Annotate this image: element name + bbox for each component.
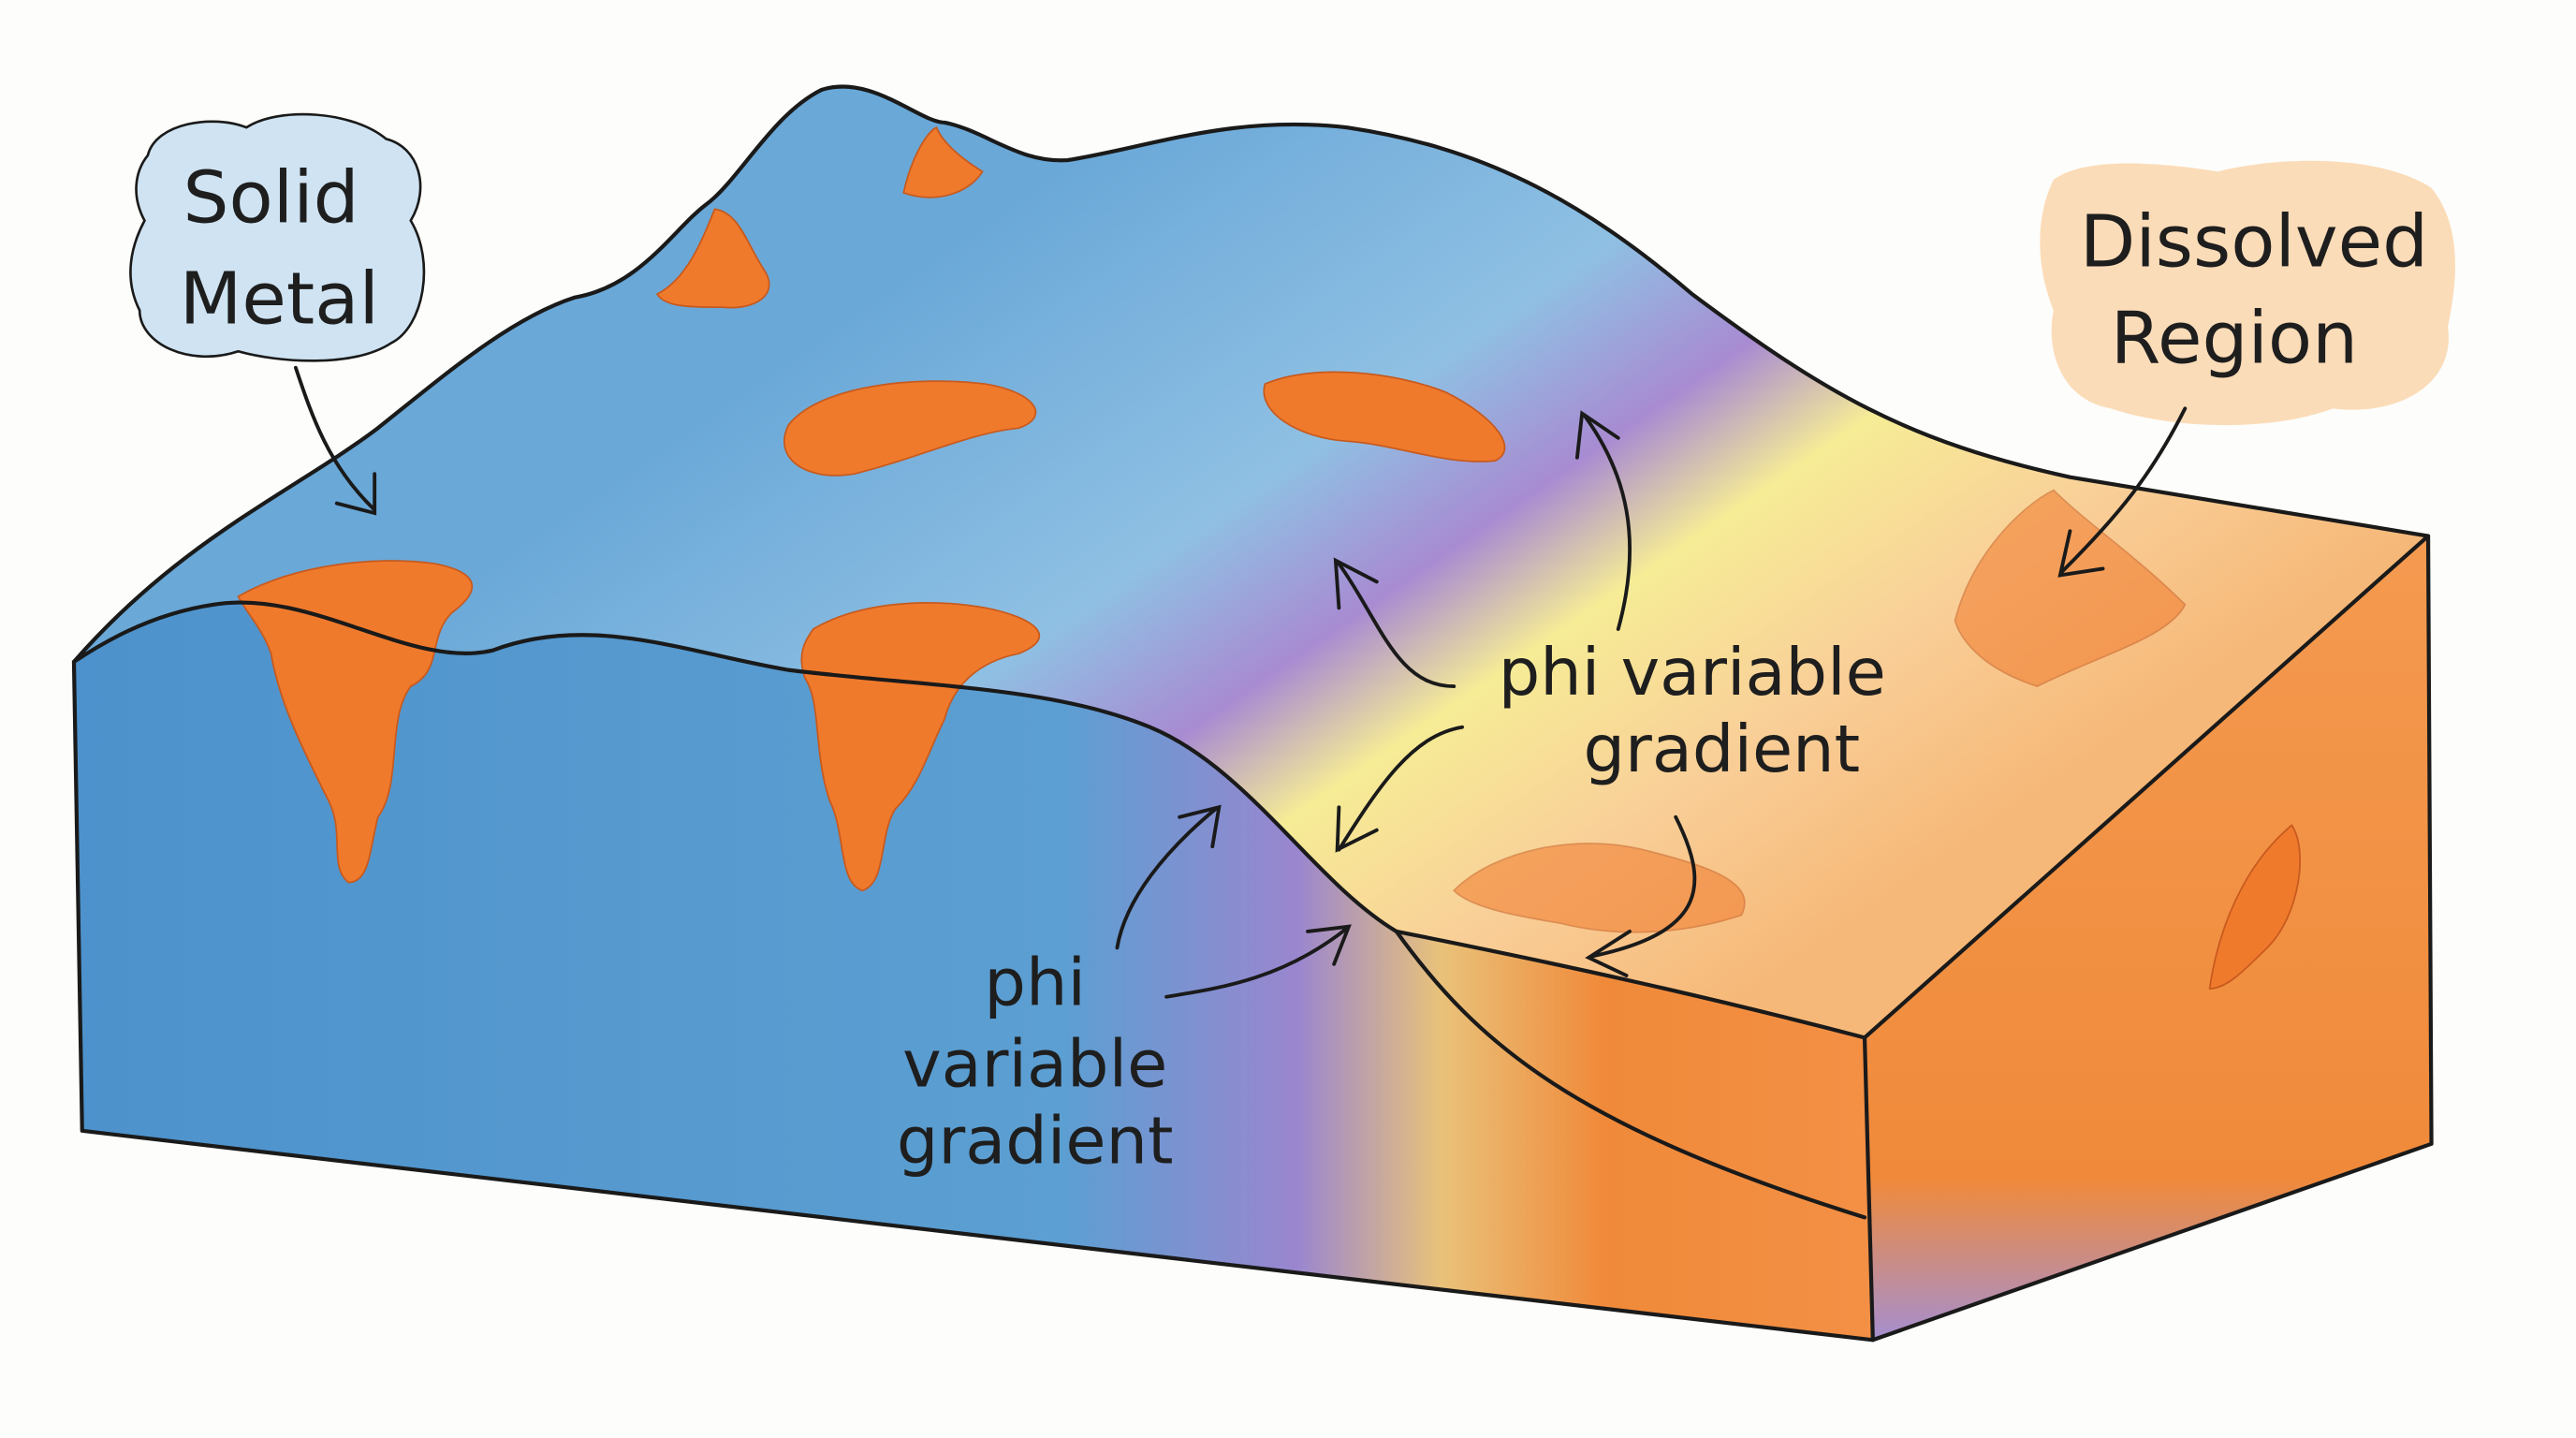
gradient-upper-label-line1: phi variable	[1499, 634, 1886, 711]
dissolved-region-label-line1: Dissolved	[2080, 201, 2428, 285]
pit	[655, 208, 770, 309]
dissolved-region-bubble	[2040, 160, 2455, 426]
front-face	[73, 602, 1873, 1341]
pit	[800, 602, 1041, 892]
top-surface	[73, 86, 2429, 1038]
solid-metal-label-line2: Metal	[180, 258, 379, 342]
gradient-lower-label-line1: phi	[984, 945, 1086, 1021]
gradient-lower-label-line2: variable	[902, 1026, 1167, 1103]
pit	[1453, 843, 1746, 933]
solid-metal-label-line1: Solid	[183, 157, 359, 241]
block-outline	[71, 84, 2434, 1343]
arrow-icon	[1115, 804, 1222, 950]
gradient-callout-lower: phi variable gradient	[897, 804, 1352, 1180]
pit	[1954, 489, 2187, 688]
dissolved-region-callout: Dissolved Region	[2040, 160, 2455, 578]
solid-metal-bubble	[129, 112, 426, 362]
arrow-icon	[293, 365, 377, 516]
arrow-icon	[2057, 406, 2188, 578]
arrow-icon	[1585, 814, 1697, 977]
solid-metal-callout: Solid Metal	[129, 112, 426, 516]
arrow-icon	[1164, 924, 1352, 999]
pit	[237, 560, 474, 884]
gradient-callout-upper: phi variable gradient	[1333, 410, 1886, 977]
pit	[902, 126, 984, 198]
right-face	[1865, 536, 2432, 1341]
pit	[783, 380, 1037, 477]
corrosion-pits	[237, 126, 2301, 990]
pit	[1263, 371, 1506, 462]
pit	[2208, 824, 2301, 990]
gradient-upper-label-line2: gradient	[1584, 711, 1861, 787]
dissolved-region-label-line2: Region	[2111, 298, 2358, 381]
arrow-icon	[1574, 410, 1632, 631]
arrow-icon	[1333, 557, 1456, 689]
gradient-lower-label-line3: gradient	[897, 1103, 1174, 1180]
arrow-icon	[1335, 725, 1464, 853]
